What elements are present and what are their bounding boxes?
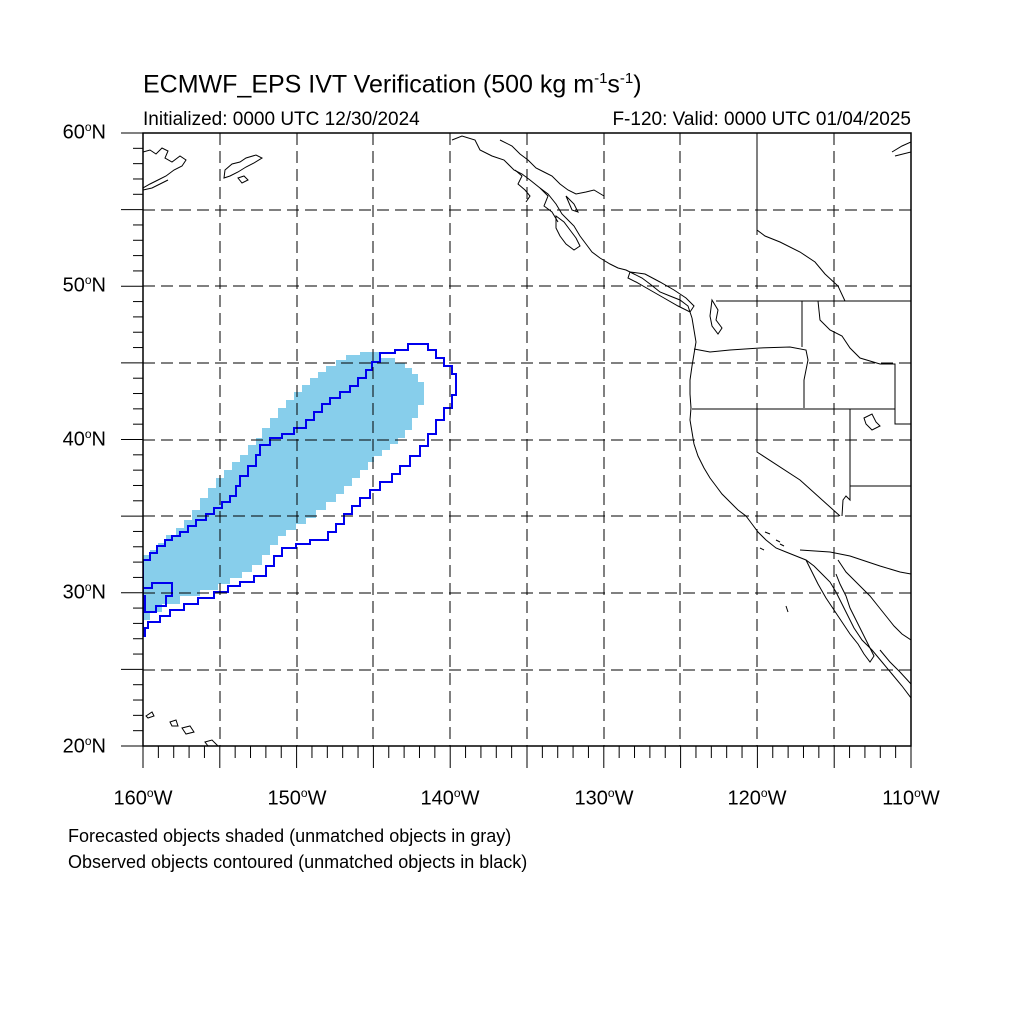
lon-label: 120oW [727, 786, 787, 810]
lat-label: 50oN [62, 273, 106, 297]
lon-label: 130oW [574, 786, 634, 810]
coastlines [143, 133, 911, 746]
legend-observed-note: Observed objects contoured (unmatched ob… [68, 852, 528, 872]
lon-label: 140oW [420, 786, 480, 810]
forecast-ivt-object [143, 352, 424, 620]
lat-label: 30oN [62, 580, 106, 604]
graticule [143, 133, 911, 746]
lon-label: 150oW [267, 786, 327, 810]
axis-ticks [121, 132, 912, 768]
lon-label: 160oW [113, 786, 173, 810]
observed-ivt-contour [143, 343, 457, 637]
lat-label: 40oN [62, 427, 106, 451]
valid-time-label: F-120: Valid: 0000 UTC 01/04/2025 [612, 109, 911, 130]
legend-forecast-note: Forecasted objects shaded (unmatched obj… [68, 826, 512, 846]
initialized-label: Initialized: 0000 UTC 12/30/2024 [143, 109, 420, 130]
lat-label: 20oN [62, 734, 106, 758]
lat-label: 60oN [62, 120, 106, 144]
chart-title: ECMWF_EPS IVT Verification (500 kg m-1s-… [143, 70, 642, 99]
lon-label: 110oW [882, 786, 940, 810]
